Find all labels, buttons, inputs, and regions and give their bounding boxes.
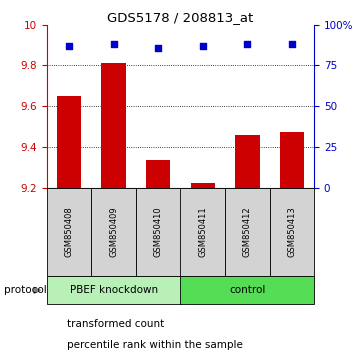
Bar — [91, 188, 136, 276]
Text: GSM850411: GSM850411 — [198, 206, 207, 257]
Text: GSM850410: GSM850410 — [154, 206, 163, 257]
Point — [66, 43, 72, 49]
Text: GSM850408: GSM850408 — [65, 206, 74, 257]
Bar — [146, 160, 170, 188]
Text: GSM850412: GSM850412 — [243, 206, 252, 257]
Point — [200, 43, 206, 49]
Point — [155, 45, 161, 50]
Bar — [191, 183, 215, 188]
Bar — [180, 188, 225, 276]
Bar — [136, 188, 180, 276]
Bar — [101, 63, 126, 188]
Point — [289, 41, 295, 47]
Bar — [57, 96, 82, 188]
Text: transformed count: transformed count — [67, 319, 164, 329]
Point — [244, 41, 250, 47]
Bar — [235, 135, 260, 188]
Text: percentile rank within the sample: percentile rank within the sample — [67, 340, 243, 350]
Bar — [270, 188, 314, 276]
Bar — [47, 276, 180, 304]
Bar — [180, 276, 314, 304]
Text: PBEF knockdown: PBEF knockdown — [70, 285, 158, 295]
Text: GDS5178 / 208813_at: GDS5178 / 208813_at — [107, 11, 254, 24]
Bar — [47, 188, 91, 276]
Text: GSM850409: GSM850409 — [109, 206, 118, 257]
Text: protocol: protocol — [4, 285, 46, 295]
Bar — [225, 188, 270, 276]
Point — [111, 41, 117, 47]
Text: control: control — [229, 285, 265, 295]
Text: GSM850413: GSM850413 — [287, 206, 296, 257]
Bar — [279, 132, 304, 188]
